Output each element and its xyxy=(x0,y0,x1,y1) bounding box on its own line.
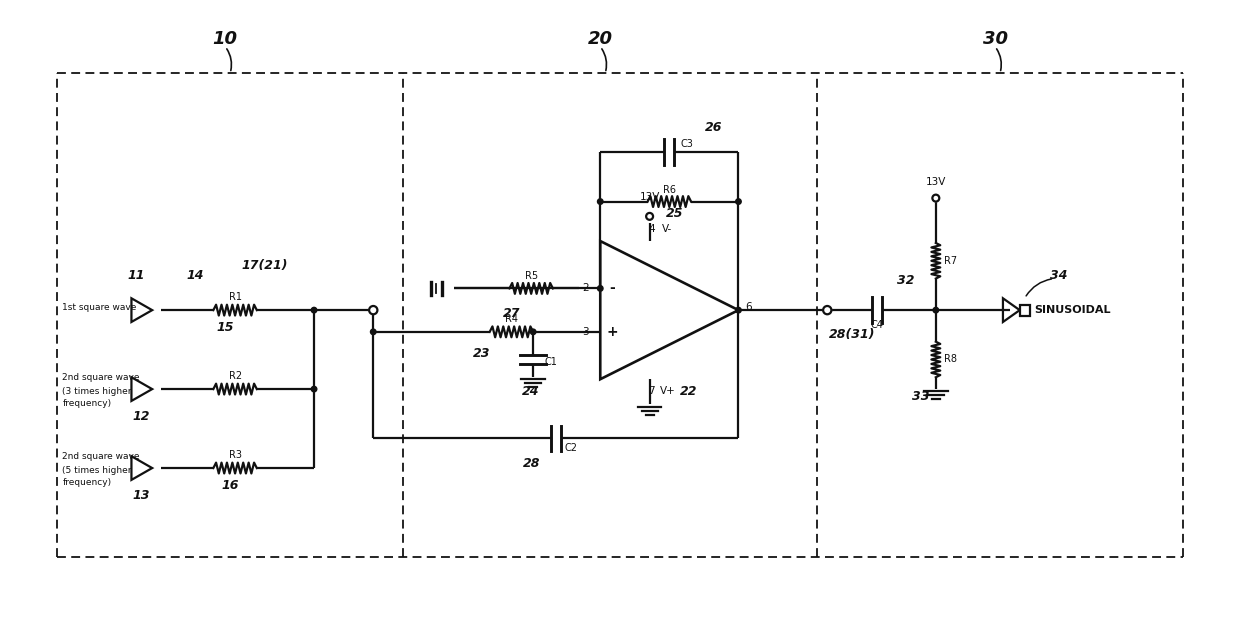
Text: R8: R8 xyxy=(944,355,957,364)
Circle shape xyxy=(823,306,831,314)
Text: -: - xyxy=(609,282,615,296)
Text: 10: 10 xyxy=(213,29,238,48)
Circle shape xyxy=(646,213,653,220)
Text: +: + xyxy=(606,325,618,339)
FancyBboxPatch shape xyxy=(1019,305,1029,316)
Text: 13: 13 xyxy=(133,489,150,502)
Circle shape xyxy=(735,307,742,313)
Circle shape xyxy=(932,195,939,202)
Text: frequency): frequency) xyxy=(62,399,112,408)
Text: SINUSOIDAL: SINUSOIDAL xyxy=(1034,305,1111,315)
Text: 4: 4 xyxy=(649,224,655,234)
Text: 33: 33 xyxy=(913,390,930,403)
Text: 22: 22 xyxy=(681,385,698,397)
Text: 2nd square wave: 2nd square wave xyxy=(62,372,140,381)
Circle shape xyxy=(311,307,316,313)
Text: 1st square wave: 1st square wave xyxy=(62,303,136,312)
Text: R3: R3 xyxy=(228,450,242,460)
Text: 13V: 13V xyxy=(925,177,946,187)
Text: 23: 23 xyxy=(474,347,491,360)
Text: 2nd square wave: 2nd square wave xyxy=(62,452,140,461)
Text: frequency): frequency) xyxy=(62,478,112,487)
Text: 34: 34 xyxy=(1050,269,1068,282)
Text: C3: C3 xyxy=(681,140,693,149)
Text: R7: R7 xyxy=(944,256,957,266)
Text: R2: R2 xyxy=(228,371,242,381)
Text: 28: 28 xyxy=(522,456,539,470)
Circle shape xyxy=(311,387,316,392)
Text: 12: 12 xyxy=(133,410,150,423)
Text: (3 times higher: (3 times higher xyxy=(62,387,131,396)
Circle shape xyxy=(598,285,603,291)
Circle shape xyxy=(370,306,377,314)
Text: 13V: 13V xyxy=(640,191,660,202)
Text: R5: R5 xyxy=(525,271,538,280)
Text: 24: 24 xyxy=(522,385,539,397)
Text: 27: 27 xyxy=(502,307,521,319)
Text: 2: 2 xyxy=(582,284,589,293)
Text: R6: R6 xyxy=(663,185,676,195)
Text: C2: C2 xyxy=(564,444,577,453)
Circle shape xyxy=(371,329,376,335)
Text: 16: 16 xyxy=(222,479,239,492)
Text: 25: 25 xyxy=(666,207,683,220)
Text: 7: 7 xyxy=(649,386,655,396)
Text: 15: 15 xyxy=(217,321,234,334)
Text: 30: 30 xyxy=(982,29,1008,48)
Text: R1: R1 xyxy=(228,292,242,302)
Circle shape xyxy=(735,199,742,204)
Text: R4: R4 xyxy=(505,314,518,324)
Text: 26: 26 xyxy=(706,121,723,134)
Text: 3: 3 xyxy=(582,327,589,337)
Circle shape xyxy=(598,199,603,204)
Text: C1: C1 xyxy=(544,358,557,367)
Text: 6: 6 xyxy=(745,302,751,312)
Text: 20: 20 xyxy=(588,29,613,48)
Text: 11: 11 xyxy=(128,269,145,282)
Text: (5 times higher: (5 times higher xyxy=(62,465,131,474)
Text: V-: V- xyxy=(662,224,672,234)
Circle shape xyxy=(531,329,536,335)
Text: 14: 14 xyxy=(187,269,205,282)
Text: 28(31): 28(31) xyxy=(828,328,875,341)
Text: C4: C4 xyxy=(870,320,883,330)
Text: 32: 32 xyxy=(898,274,915,287)
Text: 17(21): 17(21) xyxy=(242,259,288,272)
Text: V+: V+ xyxy=(660,386,676,396)
Circle shape xyxy=(932,307,939,313)
